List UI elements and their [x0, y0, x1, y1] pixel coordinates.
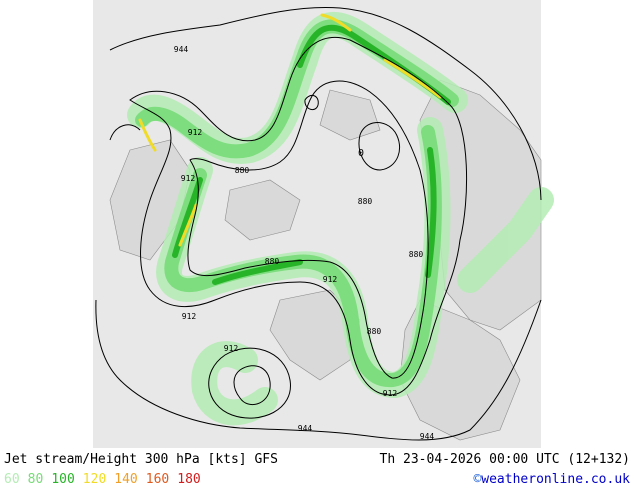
- copyright-symbol: ©: [473, 472, 482, 487]
- isohypse-label: 880: [367, 327, 382, 336]
- isohypse-label: 880: [409, 250, 424, 259]
- isohypse-label: 944: [174, 45, 189, 54]
- isohypse-label: 912: [323, 275, 338, 284]
- legend-item: 80: [27, 472, 44, 487]
- isohypse-label: 944: [298, 424, 313, 433]
- footer-row-legend: 60 80 100 120 140 160 180 ©weatheronline…: [0, 472, 634, 492]
- wind-speed-legend: 60 80 100 120 140 160 180: [4, 472, 201, 487]
- isohypse-label: 912: [383, 389, 398, 398]
- isohypse-label: 880: [265, 257, 280, 266]
- jet-wind-120kt: [138, 13, 442, 247]
- isohypse-label: 0: [358, 148, 364, 159]
- legend-item: 140: [114, 472, 138, 487]
- isohypse-label: 912: [182, 312, 197, 321]
- isohypse-label: 912: [181, 174, 196, 183]
- legend-item: 60: [4, 472, 20, 487]
- jet-stream-map: 944 912 912 880 880 880 912 880 912 912 …: [93, 0, 554, 448]
- legend-item: 160: [145, 472, 170, 487]
- isohypse-label: 912: [188, 128, 203, 137]
- isohypse-label: 880: [235, 166, 250, 175]
- isohypse-label: 880: [358, 197, 373, 206]
- isohypse-labels: 944 912 912 880 880 880 912 880 912 912 …: [174, 45, 435, 441]
- legend-item: 100: [51, 472, 75, 487]
- map-title: Jet stream/Height 300 hPa [kts] GFS: [4, 452, 278, 467]
- footer-row-title: Jet stream/Height 300 hPa [kts] GFS Th 2…: [0, 452, 634, 472]
- isohypse-contours: [95, 7, 542, 441]
- credit-text: weatheronline.co.uk: [481, 472, 630, 487]
- isohypse-label: 912: [224, 344, 239, 353]
- credit-link[interactable]: ©weatheronline.co.uk: [473, 472, 630, 487]
- isohypse-label: 944: [420, 432, 435, 441]
- legend-item: 120: [82, 472, 107, 487]
- legend-item: 180: [177, 472, 201, 487]
- valid-datetime: Th 23-04-2026 00:00 UTC (12+132): [379, 452, 630, 467]
